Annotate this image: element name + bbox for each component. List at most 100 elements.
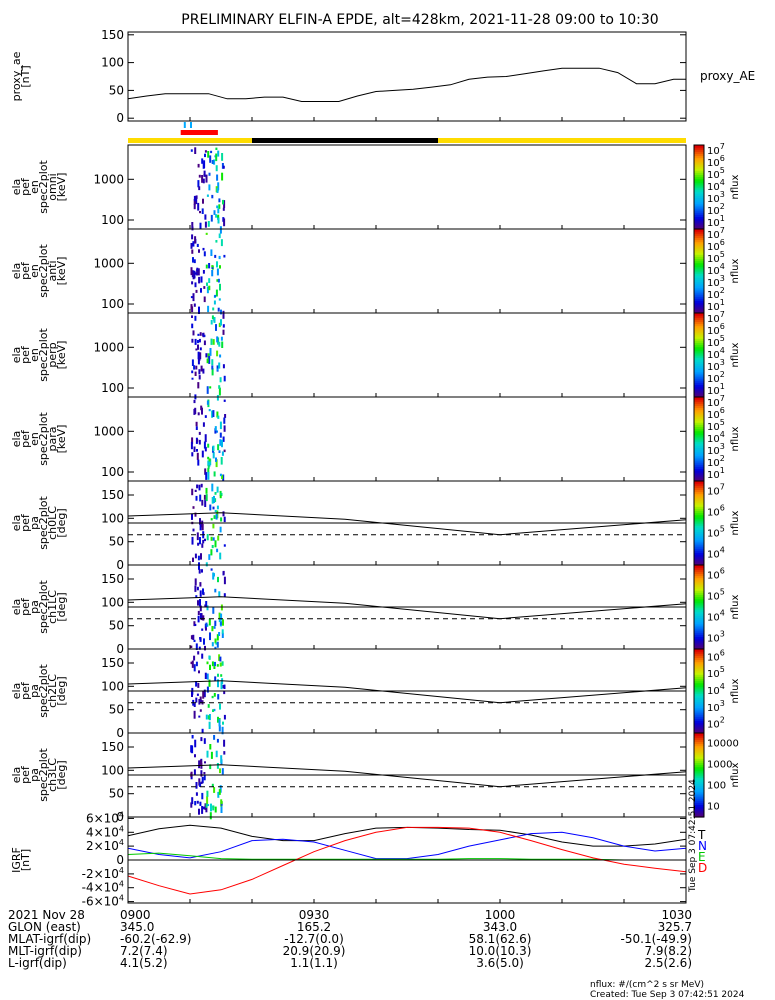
colorbar-band bbox=[694, 707, 704, 711]
colorbar-band bbox=[694, 174, 704, 178]
heatmap-cells bbox=[190, 651, 226, 735]
colorbar-tick-label: 106 bbox=[707, 154, 725, 169]
heatmap-cell bbox=[221, 153, 224, 161]
heatmap-cell bbox=[191, 513, 193, 520]
colorbar-band bbox=[694, 600, 704, 604]
heatmap-cell bbox=[193, 621, 196, 627]
y-axis-label-line: pef bbox=[19, 177, 32, 196]
colorbar-band bbox=[694, 388, 704, 392]
heatmap-cell bbox=[214, 498, 217, 503]
heatmap-cell bbox=[217, 791, 220, 798]
colorbar-band bbox=[694, 789, 704, 793]
colorbar-band bbox=[694, 166, 704, 169]
colorbar-band bbox=[694, 187, 704, 190]
colorbar-band bbox=[694, 634, 704, 637]
heatmap-cell bbox=[206, 750, 209, 758]
colorbar-band bbox=[694, 657, 704, 661]
heatmap-cell bbox=[202, 247, 205, 251]
heatmap-cell bbox=[192, 557, 194, 562]
colorbar-band bbox=[694, 346, 704, 350]
colorbar-band bbox=[694, 569, 704, 572]
heatmap-cell bbox=[211, 368, 214, 376]
colorbar-band bbox=[694, 630, 704, 633]
colorbar-band bbox=[694, 749, 704, 753]
heatmap-cell bbox=[203, 160, 206, 169]
colorbar-band bbox=[694, 596, 704, 600]
y-axis-label-line: pa bbox=[28, 684, 41, 698]
heatmap-cells bbox=[191, 483, 226, 570]
heatmap-cell bbox=[210, 751, 213, 759]
heatmap-cell bbox=[218, 204, 221, 209]
colorbar-band bbox=[694, 783, 704, 787]
heatmap-cell bbox=[207, 471, 210, 480]
colorbar-band bbox=[694, 373, 704, 377]
colorbar-band bbox=[694, 447, 704, 451]
heatmap-cell bbox=[214, 492, 217, 495]
heatmap-cell bbox=[220, 682, 223, 690]
colorbar-band bbox=[694, 640, 704, 644]
y-tick-label: -2×104 bbox=[82, 866, 124, 881]
colorbar-band bbox=[694, 359, 704, 362]
y-axis-label-line: [keV] bbox=[55, 341, 68, 370]
y-tick-label: 100 bbox=[101, 595, 124, 609]
colorbar-band bbox=[694, 334, 704, 337]
colorbar-band bbox=[694, 709, 704, 713]
colorbar-band bbox=[694, 378, 704, 381]
heatmap-cell bbox=[219, 495, 222, 499]
colorbar-band bbox=[694, 386, 704, 390]
colorbar-band bbox=[694, 193, 704, 196]
colorbar-band bbox=[694, 529, 704, 532]
y-axis-label-line: spec2plot bbox=[37, 244, 50, 298]
heatmap-cell bbox=[203, 296, 206, 303]
colorbar-band bbox=[694, 766, 704, 770]
colorbar-tick-label: 106 bbox=[707, 238, 725, 253]
heatmap-cell bbox=[215, 457, 217, 462]
colorbar-band bbox=[694, 235, 704, 238]
heatmap-cell bbox=[198, 174, 201, 178]
y-tick-label: 0 bbox=[116, 853, 124, 867]
colorbar-band bbox=[694, 483, 704, 486]
colorbar-label: nflux bbox=[730, 342, 741, 367]
heatmap-cell bbox=[203, 494, 206, 500]
heatmap-cell bbox=[211, 359, 214, 366]
colorbar-band bbox=[694, 264, 704, 268]
heatmap-cell bbox=[200, 276, 203, 283]
heatmap-cell bbox=[214, 428, 217, 434]
colorbar-band bbox=[694, 462, 704, 465]
colorbar-band bbox=[694, 254, 704, 257]
heatmap-cell bbox=[196, 484, 199, 489]
heatmap-cell bbox=[216, 641, 219, 648]
y-axis-label-line: ela bbox=[10, 347, 23, 364]
heatmap-cell bbox=[197, 180, 200, 188]
heatmap-cell bbox=[191, 226, 194, 231]
legend-N: N bbox=[698, 839, 707, 853]
panel-proxy_ae: proxy_AE 0 50 100 150 proxy_ae[nT] bbox=[10, 28, 755, 125]
colorbar-band bbox=[694, 575, 704, 579]
colorbar-band bbox=[694, 306, 704, 310]
heatmap-cell bbox=[191, 338, 194, 343]
heatmap-cells bbox=[191, 315, 226, 401]
state-segment bbox=[252, 138, 438, 143]
heatmap-cell bbox=[213, 735, 216, 740]
colorbar-band bbox=[694, 718, 704, 721]
colorbar-band bbox=[694, 609, 704, 612]
colorbar-band bbox=[694, 153, 704, 157]
heatmap-cell bbox=[216, 174, 219, 181]
colorbar-band bbox=[694, 502, 704, 505]
heatmap-cell bbox=[197, 357, 200, 365]
heatmap-cell bbox=[207, 460, 210, 466]
colorbar-band bbox=[694, 226, 704, 230]
heatmap-cell bbox=[211, 160, 214, 164]
heatmap-cell bbox=[206, 686, 209, 693]
colorbar-band bbox=[694, 775, 704, 778]
heatmap-cell bbox=[220, 336, 223, 341]
heatmap-cell bbox=[191, 281, 194, 285]
side-stamp: Tue Sep 3 07:42:51 2024 bbox=[688, 779, 698, 893]
y-tick-label: -6×104 bbox=[82, 894, 124, 909]
colorbar-band bbox=[694, 424, 704, 427]
y-axis-label-line: [deg] bbox=[55, 676, 68, 705]
heatmap-cell bbox=[201, 524, 204, 531]
y-axis-label-line: ch1LC bbox=[46, 590, 59, 624]
heatmap-cell bbox=[220, 674, 223, 677]
